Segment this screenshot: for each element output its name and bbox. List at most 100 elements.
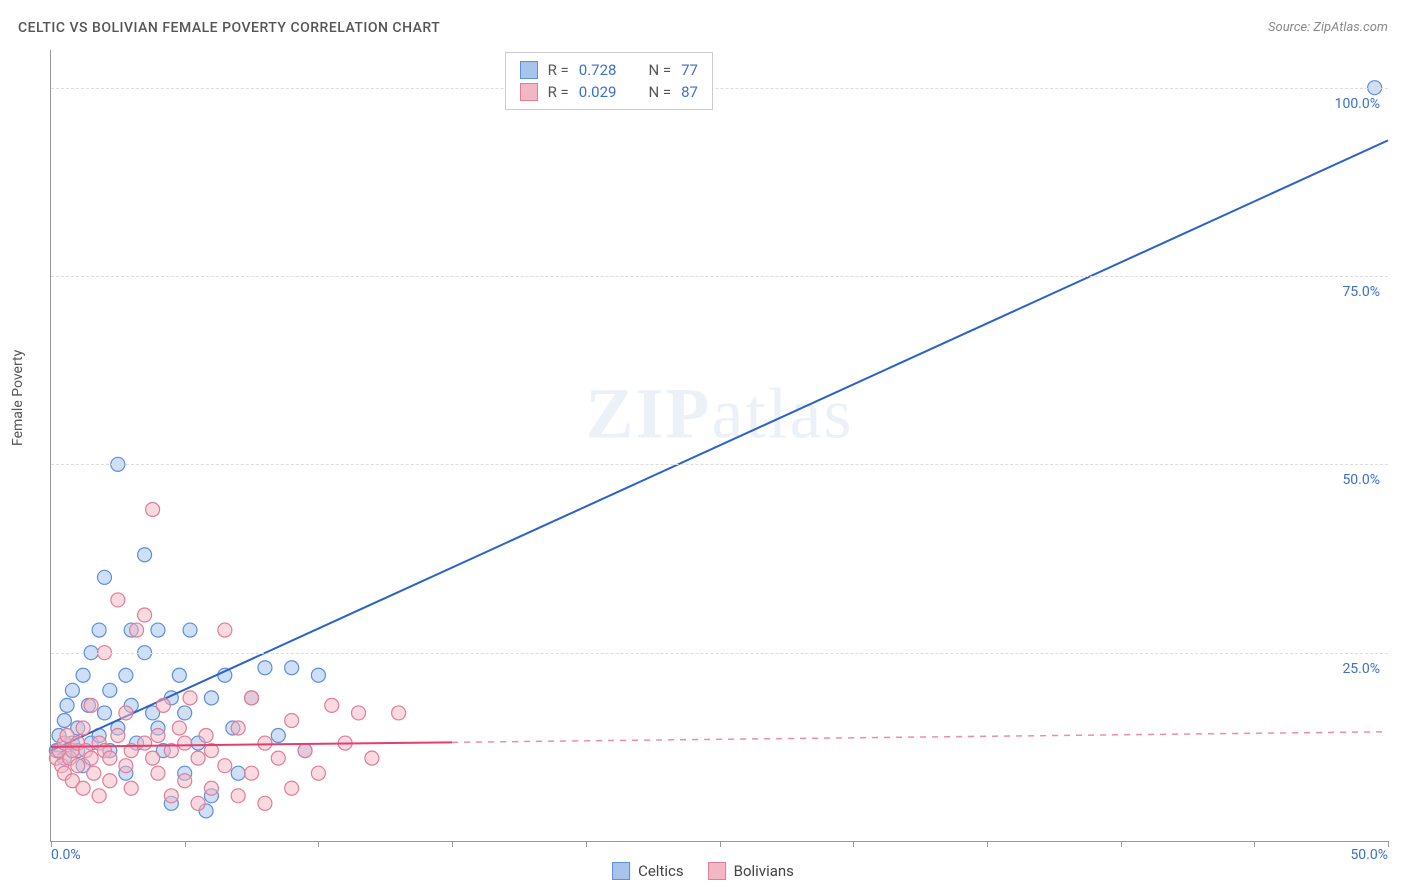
scatter-point bbox=[271, 751, 285, 765]
r-value: 0.728 bbox=[579, 61, 617, 79]
legend-swatch bbox=[520, 61, 538, 79]
gridline bbox=[51, 276, 1388, 277]
scatter-point bbox=[97, 706, 111, 720]
legend-swatch bbox=[520, 83, 538, 101]
x-tick-label: 0.0% bbox=[51, 847, 81, 863]
scatter-point bbox=[231, 789, 245, 803]
gridline bbox=[51, 88, 1388, 89]
scatter-point bbox=[178, 774, 192, 788]
legend-swatch bbox=[612, 862, 630, 880]
scatter-point bbox=[151, 766, 165, 780]
scatter-point bbox=[84, 698, 98, 712]
x-tick-mark bbox=[586, 841, 587, 847]
scatter-point bbox=[204, 691, 218, 705]
scatter-point bbox=[218, 623, 232, 637]
scatter-point bbox=[245, 766, 259, 780]
y-tick-label: 75.0% bbox=[1342, 284, 1380, 300]
scatter-point bbox=[325, 698, 339, 712]
x-tick-mark bbox=[987, 841, 988, 847]
scatter-point bbox=[92, 623, 106, 637]
scatter-point bbox=[245, 691, 259, 705]
n-label: N = bbox=[648, 61, 671, 79]
scatter-point bbox=[103, 751, 117, 765]
scatter-point bbox=[84, 751, 98, 765]
trend-line bbox=[51, 140, 1388, 750]
scatter-point bbox=[97, 570, 111, 584]
scatter-point bbox=[57, 713, 71, 727]
scatter-point bbox=[285, 661, 299, 675]
scatter-point bbox=[124, 781, 138, 795]
scatter-point bbox=[76, 668, 90, 682]
scatter-point bbox=[178, 706, 192, 720]
scatter-point bbox=[285, 713, 299, 727]
r-label: R = bbox=[548, 61, 569, 79]
correlation-legend: R = 0.728 N = 77R = 0.029 N = 87 bbox=[505, 52, 713, 110]
scatter-point bbox=[146, 751, 160, 765]
legend-swatch bbox=[708, 862, 726, 880]
plot-area: ZIPatlas 25.0%50.0%75.0%100.0%0.0%50.0% bbox=[50, 50, 1388, 842]
scatter-point bbox=[172, 721, 186, 735]
scatter-point bbox=[87, 766, 101, 780]
gridline bbox=[51, 464, 1388, 465]
x-tick-mark bbox=[452, 841, 453, 847]
scatter-point bbox=[178, 736, 192, 750]
x-tick-mark bbox=[1121, 841, 1122, 847]
n-value: 77 bbox=[681, 61, 698, 79]
scatter-point bbox=[271, 729, 285, 743]
scatter-point bbox=[151, 623, 165, 637]
n-label: N = bbox=[648, 83, 671, 101]
scatter-point bbox=[130, 623, 144, 637]
scatter-point bbox=[111, 593, 125, 607]
scatter-point bbox=[183, 691, 197, 705]
y-axis-label: Female Poverty bbox=[10, 350, 26, 446]
scatter-point bbox=[191, 796, 205, 810]
y-tick-label: 100.0% bbox=[1335, 96, 1380, 112]
scatter-point bbox=[231, 766, 245, 780]
scatter-point bbox=[298, 744, 312, 758]
x-tick-mark bbox=[853, 841, 854, 847]
x-tick-mark bbox=[1388, 841, 1389, 847]
scatter-point bbox=[258, 796, 272, 810]
scatter-point bbox=[119, 706, 133, 720]
scatter-point bbox=[231, 721, 245, 735]
scatter-point bbox=[199, 729, 213, 743]
legend-row: R = 0.728 N = 77 bbox=[520, 59, 698, 81]
x-tick-mark bbox=[318, 841, 319, 847]
scatter-point bbox=[311, 766, 325, 780]
scatter-point bbox=[392, 706, 406, 720]
scatter-point bbox=[164, 789, 178, 803]
scatter-point bbox=[151, 729, 165, 743]
scatter-point bbox=[103, 774, 117, 788]
y-tick-label: 50.0% bbox=[1342, 472, 1380, 488]
series-legend-item: Bolivians bbox=[708, 862, 794, 880]
scatter-point bbox=[204, 781, 218, 795]
scatter-point bbox=[156, 698, 170, 712]
trend-line-extrapolated bbox=[452, 732, 1388, 743]
r-value: 0.029 bbox=[579, 83, 617, 101]
scatter-point bbox=[76, 781, 90, 795]
scatter-point bbox=[258, 661, 272, 675]
scatter-point bbox=[146, 503, 160, 517]
x-tick-mark bbox=[720, 841, 721, 847]
scatter-point bbox=[76, 721, 90, 735]
y-tick-label: 25.0% bbox=[1342, 661, 1380, 677]
scatter-point bbox=[60, 698, 74, 712]
scatter-point bbox=[191, 751, 205, 765]
x-tick-label: 50.0% bbox=[1350, 847, 1388, 863]
series-label: Celtics bbox=[638, 862, 684, 880]
scatter-point bbox=[111, 729, 125, 743]
scatter-point bbox=[183, 623, 197, 637]
scatter-point bbox=[138, 736, 152, 750]
scatter-point bbox=[103, 683, 117, 697]
gridline bbox=[51, 653, 1388, 654]
scatter-point bbox=[352, 706, 366, 720]
n-value: 87 bbox=[681, 83, 698, 101]
chart-title: CELTIC VS BOLIVIAN FEMALE POVERTY CORREL… bbox=[18, 20, 440, 36]
scatter-point bbox=[218, 759, 232, 773]
source-attribution: Source: ZipAtlas.com bbox=[1268, 20, 1388, 35]
series-label: Bolivians bbox=[734, 862, 794, 880]
scatter-point bbox=[71, 759, 85, 773]
scatter-point bbox=[119, 668, 133, 682]
scatter-point bbox=[138, 608, 152, 622]
scatter-point bbox=[311, 668, 325, 682]
